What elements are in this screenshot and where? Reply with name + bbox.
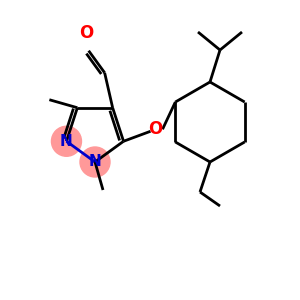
Circle shape — [80, 147, 110, 177]
Text: O: O — [80, 24, 94, 42]
Text: O: O — [148, 120, 163, 138]
Text: N: N — [88, 154, 101, 169]
Text: N: N — [60, 134, 73, 149]
Circle shape — [52, 126, 82, 156]
